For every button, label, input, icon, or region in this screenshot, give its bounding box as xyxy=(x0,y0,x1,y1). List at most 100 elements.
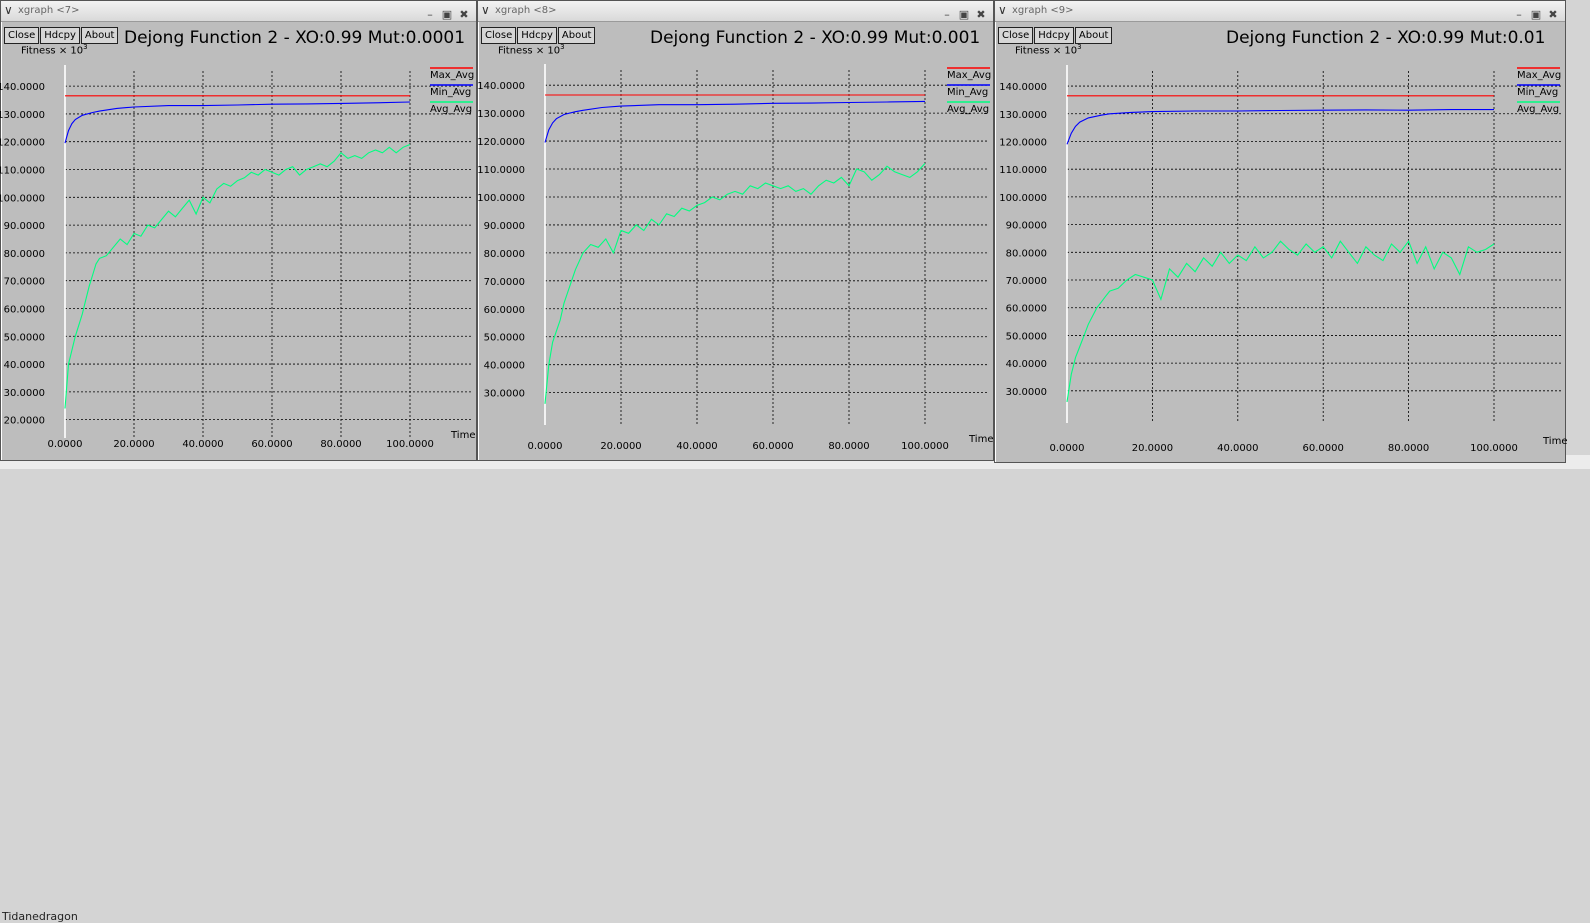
y-tick-label: 140.0000 xyxy=(999,82,1047,93)
about-button[interactable]: About xyxy=(557,27,596,44)
y-tick-label: 60.0000 xyxy=(484,305,525,316)
x-tick-label: 80.0000 xyxy=(828,441,869,452)
legend-label: Max_Avg xyxy=(1517,70,1561,81)
hdcpy-button[interactable]: Hdcpy xyxy=(40,27,80,44)
y-tick-label: 140.0000 xyxy=(477,81,525,92)
y-tick-label: 130.0000 xyxy=(477,109,525,120)
maximize-icon[interactable]: ▣ xyxy=(1530,8,1542,21)
about-button[interactable]: About xyxy=(1074,27,1113,44)
window-menu-icon[interactable]: ∨ xyxy=(481,3,490,17)
window-title: xgraph <9> xyxy=(1012,5,1074,16)
x-tick-label: 80.0000 xyxy=(320,439,361,450)
about-button[interactable]: About xyxy=(80,27,119,44)
legend-label: Min_Avg xyxy=(947,87,988,98)
xgraph-window-9[interactable]: ∨ xgraph <9> – ▣ ✖ Close Hdcpy About Dejong … xyxy=(994,0,1567,463)
minimize-icon[interactable]: – xyxy=(1516,8,1522,21)
x-tick-label: 0.0000 xyxy=(48,439,83,450)
y-tick-label: 20.0000 xyxy=(4,416,45,427)
hdcpy-button[interactable]: Hdcpy xyxy=(1034,27,1074,44)
maximize-icon[interactable]: ▣ xyxy=(958,8,970,21)
line-chart: 20.0000 30.0000 40.0000 50.0000 60.0000 70.00… xyxy=(0,65,475,450)
y-tick-label: 60.0000 xyxy=(4,304,45,315)
maximize-icon[interactable]: ▣ xyxy=(441,8,453,21)
window-title: xgraph <8> xyxy=(495,5,557,16)
y-tick-label: 70.0000 xyxy=(1006,276,1047,287)
xgraph-window-7[interactable]: ∨ xgraph <7> – ▣ ✖ Close Hdcpy About Dejong … xyxy=(0,0,477,461)
x-tick-label: 0.0000 xyxy=(1050,443,1085,454)
x-tick-label: 20.0000 xyxy=(113,439,154,450)
titlebar[interactable]: ∨ xgraph <7> – ▣ ✖ xyxy=(1,1,476,22)
y-tick-label: 130.0000 xyxy=(999,110,1047,121)
y-tick-label: 100.0000 xyxy=(0,193,45,204)
y-tick-label: 40.0000 xyxy=(4,360,45,371)
y-tick-label: 30.0000 xyxy=(4,388,45,399)
y-tick-label: 50.0000 xyxy=(484,333,525,344)
x-tick-label: 20.0000 xyxy=(600,441,641,452)
close-icon[interactable]: ✖ xyxy=(459,8,469,21)
series-line-min-avg xyxy=(64,101,411,144)
window-menu-icon[interactable]: ∨ xyxy=(998,3,1007,17)
y-tick-label: 30.0000 xyxy=(1006,387,1047,398)
legend-label: Max_Avg xyxy=(430,70,474,81)
x-tick-label: 40.0000 xyxy=(1217,443,1258,454)
y-tick-label: 110.0000 xyxy=(477,165,525,176)
titlebar[interactable]: ∨ xgraph <9> – ▣ ✖ xyxy=(995,1,1565,22)
x-tick-label: 100.0000 xyxy=(901,441,949,452)
window-menu-icon[interactable]: ∨ xyxy=(4,3,13,17)
hdcpy-button[interactable]: Hdcpy xyxy=(517,27,557,44)
y-axis-unit: Fitness × 103 xyxy=(498,43,565,57)
y-tick-label: 40.0000 xyxy=(1006,359,1047,370)
series-line-min-avg xyxy=(544,100,926,143)
y-tick-label: 120.0000 xyxy=(999,137,1047,148)
x-axis-label: Time xyxy=(968,434,993,445)
minimize-icon[interactable]: – xyxy=(944,8,950,21)
y-tick-label: 100.0000 xyxy=(999,193,1047,204)
xgraph-window-8[interactable]: ∨ xgraph <8> – ▣ ✖ Close Hdcpy About Dejong … xyxy=(477,0,994,461)
y-tick-label: 120.0000 xyxy=(477,137,525,148)
window-title: xgraph <7> xyxy=(18,5,80,16)
close-button[interactable]: Close xyxy=(998,27,1034,44)
close-icon[interactable]: ✖ xyxy=(976,8,986,21)
line-chart: 30.0000 40.0000 50.0000 60.0000 70.0000 80.00… xyxy=(999,65,1567,454)
series-line-avg-avg xyxy=(544,163,926,404)
x-tick-label: 40.0000 xyxy=(182,439,223,450)
y-tick-label: 130.0000 xyxy=(0,110,45,121)
minimize-icon[interactable]: – xyxy=(427,8,433,21)
plot-title: Dejong Function 2 - XO:0.99 Mut:0.001 xyxy=(650,28,981,48)
y-tick-label: 70.0000 xyxy=(484,277,525,288)
y-tick-label: 40.0000 xyxy=(484,361,525,372)
x-tick-label: 80.0000 xyxy=(1388,443,1429,454)
x-tick-label: 100.0000 xyxy=(1470,443,1518,454)
legend-label: Min_Avg xyxy=(1517,87,1558,98)
line-chart: 30.0000 40.0000 50.0000 60.0000 70.0000 80.00… xyxy=(477,64,993,452)
y-tick-label: 30.0000 xyxy=(484,389,525,400)
x-tick-label: 60.0000 xyxy=(752,441,793,452)
x-axis-label: Time xyxy=(450,430,475,441)
x-tick-label: 0.0000 xyxy=(528,441,563,452)
y-tick-label: 70.0000 xyxy=(4,277,45,288)
legend-label: Avg_Avg xyxy=(1517,104,1559,115)
y-tick-label: 80.0000 xyxy=(4,249,45,260)
y-tick-label: 80.0000 xyxy=(484,249,525,260)
x-tick-label: 60.0000 xyxy=(251,439,292,450)
titlebar[interactable]: ∨ xgraph <8> – ▣ ✖ xyxy=(478,1,993,22)
y-tick-label: 140.0000 xyxy=(0,82,45,93)
close-button[interactable]: Close xyxy=(481,27,517,44)
y-tick-label: 50.0000 xyxy=(4,332,45,343)
x-tick-label: 100.0000 xyxy=(386,439,434,450)
legend-label: Avg_Avg xyxy=(430,104,472,115)
y-tick-label: 100.0000 xyxy=(477,193,525,204)
series-line-min-avg xyxy=(1066,109,1494,145)
close-icon[interactable]: ✖ xyxy=(1548,8,1558,21)
y-axis-unit: Fitness × 103 xyxy=(21,43,88,57)
series-line-avg-avg xyxy=(64,143,411,409)
y-tick-label: 50.0000 xyxy=(1006,331,1047,342)
y-tick-label: 110.0000 xyxy=(0,166,45,177)
x-tick-label: 40.0000 xyxy=(676,441,717,452)
plot-title: Dejong Function 2 - XO:0.99 Mut:0.01 xyxy=(1226,28,1546,48)
y-tick-label: 90.0000 xyxy=(1006,221,1047,232)
x-axis-label: Time xyxy=(1542,436,1567,447)
close-button[interactable]: Close xyxy=(4,27,40,44)
y-tick-label: 110.0000 xyxy=(999,165,1047,176)
legend-label: Avg_Avg xyxy=(947,104,989,115)
